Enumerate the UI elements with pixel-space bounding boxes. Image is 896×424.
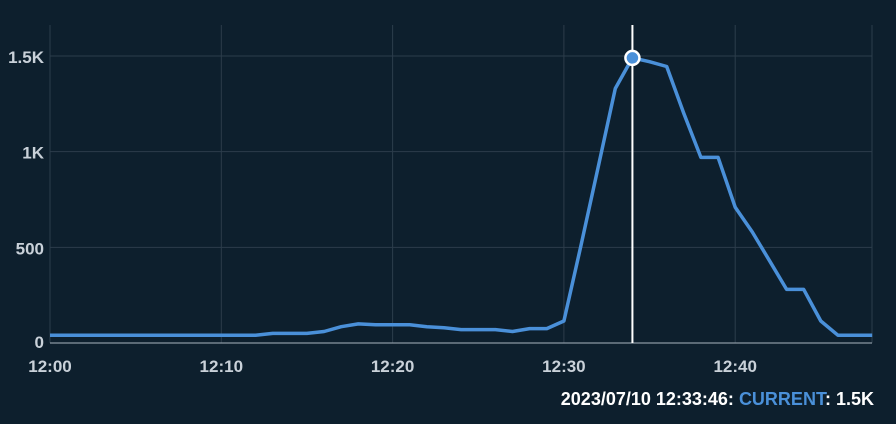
x-tick-label: 12:00 — [28, 357, 71, 376]
x-tick-label: 12:10 — [200, 357, 243, 376]
y-tick-label: 500 — [16, 239, 44, 258]
x-tick-label: 12:20 — [371, 357, 414, 376]
x-axis-labels: 12:00 12:10 12:20 12:30 12:40 — [28, 357, 757, 376]
y-tick-label: 1.5K — [8, 48, 45, 67]
x-tick-label: 12:40 — [713, 357, 756, 376]
x-tick-label: 12:30 — [542, 357, 585, 376]
readout-series-label: CURRENT — [738, 389, 825, 409]
cursor-point[interactable] — [624, 49, 641, 67]
series-line-current — [50, 56, 873, 338]
readout-separator: : — [824, 389, 831, 409]
readout-timestamp: 2023/07/10 12:33:46: — [560, 389, 734, 409]
y-tick-label: 0 — [35, 333, 44, 352]
grid-lines — [49, 25, 873, 343]
y-tick-label: 1K — [22, 144, 44, 163]
y-axis-labels: 0 500 1K 1.5K — [8, 48, 45, 352]
cursor-readout: 2023/07/10 12:33:46: CURRENT: 1.5K — [561, 389, 874, 410]
readout-value: 1.5K — [835, 389, 874, 409]
